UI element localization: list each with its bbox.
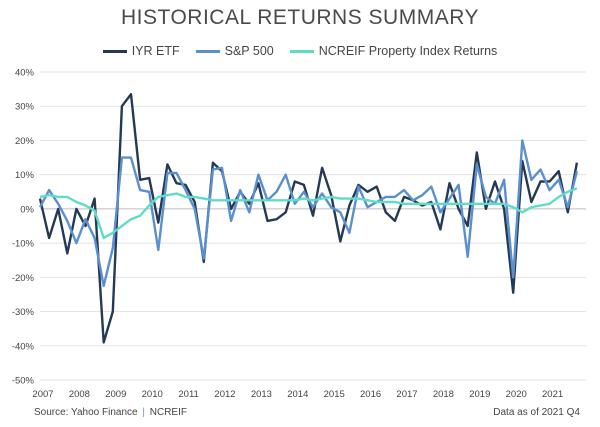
x-tick-label: 2008 — [69, 389, 90, 400]
x-tick-label: 2014 — [287, 389, 308, 400]
series-line-sp500 — [38, 139, 579, 288]
series-line-iyr — [38, 92, 579, 344]
x-tick-label: 2018 — [433, 389, 454, 400]
gridlines — [40, 71, 586, 381]
x-tick-label: 2019 — [469, 389, 490, 400]
y-tick-label: 30% — [15, 102, 35, 113]
legend-swatch-iyr — [102, 49, 127, 53]
y-tick-label: -10% — [12, 239, 35, 250]
y-tick-label: -50% — [12, 376, 35, 387]
series-line-ncreif — [39, 187, 578, 240]
x-tick-label: 2021 — [542, 389, 563, 400]
x-axis: 2007 2008 2009 2010 2011 2012 2013 2014 2015 2016… — [32, 389, 563, 400]
y-axis: -50% -40% -30% -20% -10% 0% 10% 20% 30% 40% — [12, 68, 35, 387]
legend-label-sp500: S&P 500 — [224, 44, 274, 58]
legend-item-iyr: IYR ETF — [102, 44, 180, 58]
y-tick-label: 40% — [15, 68, 35, 79]
x-tick-label: 2012 — [214, 389, 235, 400]
x-tick-label: 2011 — [178, 389, 198, 400]
x-tick-label: 2016 — [360, 389, 381, 400]
x-tick-label: 2010 — [142, 389, 163, 400]
source-label-ncreif: NCREIF — [149, 407, 187, 418]
legend-swatch-ncreif — [289, 49, 314, 53]
legend-label-iyr: IYR ETF — [131, 44, 180, 58]
y-tick-label: 0% — [20, 204, 34, 215]
as-of-note: Data as of 2021 Q4 — [493, 407, 580, 418]
legend-swatch-sp500 — [195, 49, 220, 53]
chart-title: HISTORICAL RETURNS SUMMARY — [121, 6, 479, 29]
legend-label-ncreif: NCREIF Property Index Returns — [318, 44, 498, 58]
y-tick-label: 10% — [15, 170, 35, 181]
x-tick-label: 2007 — [32, 389, 53, 400]
y-tick-label: -30% — [12, 307, 35, 318]
x-tick-label: 2015 — [324, 389, 345, 400]
source-separator: | — [142, 407, 145, 418]
source-note: Source: Yahoo Finance | NCREIF — [34, 407, 187, 418]
y-tick-label: -20% — [12, 273, 35, 284]
x-tick-label: 2013 — [251, 389, 272, 400]
y-tick-label: 20% — [15, 136, 35, 147]
chart-legend: IYR ETF S&P 500 NCREIF Property Index Re… — [0, 44, 600, 58]
legend-item-sp500: S&P 500 — [195, 44, 274, 58]
y-tick-label: -40% — [12, 341, 35, 352]
legend-item-ncreif: NCREIF Property Index Returns — [289, 44, 498, 58]
x-tick-label: 2009 — [105, 389, 126, 400]
x-tick-label: 2020 — [506, 389, 527, 400]
x-tick-label: 2017 — [396, 389, 417, 400]
series-lines — [38, 92, 579, 344]
source-label: Source: Yahoo Finance — [34, 407, 138, 418]
